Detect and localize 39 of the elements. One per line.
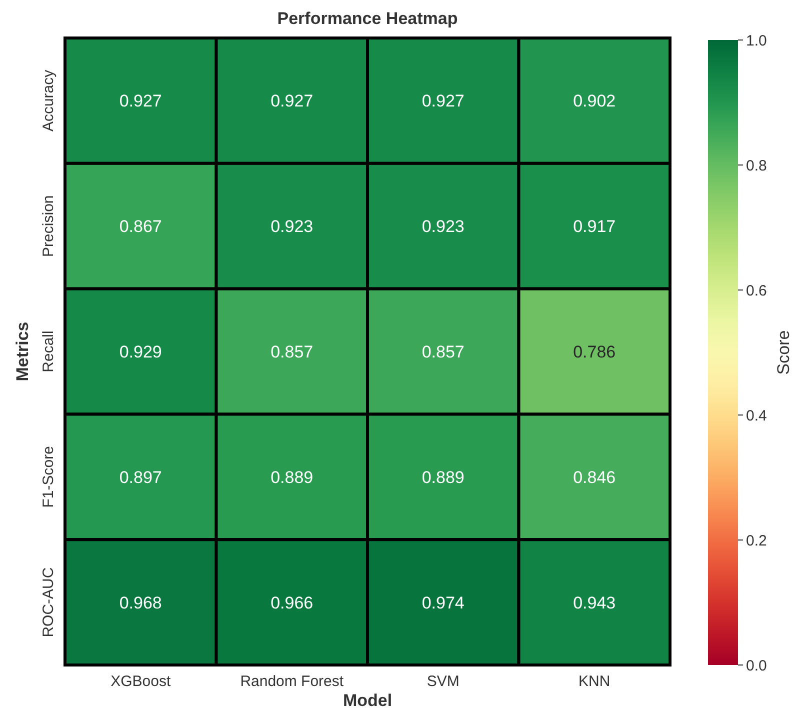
data-label: 0.857 bbox=[270, 342, 314, 362]
data-label: 0.927 bbox=[270, 92, 314, 111]
data-label: 0.966 bbox=[270, 593, 314, 612]
x-tick-label: XGBoost bbox=[110, 673, 172, 690]
color-bar-label: 0.0 bbox=[746, 657, 767, 674]
data-label: 0.857 bbox=[422, 342, 464, 362]
data-label: 0.929 bbox=[119, 342, 162, 362]
color-bar-title: Score bbox=[774, 330, 793, 375]
chart-title: Performance Heatmap bbox=[277, 9, 458, 28]
data-label: 0.917 bbox=[573, 217, 616, 236]
data-label: 0.943 bbox=[573, 593, 616, 612]
y-axis-title: Metrics bbox=[13, 322, 32, 382]
data-label: 0.923 bbox=[270, 217, 314, 236]
color-bar-label: 0.8 bbox=[746, 157, 767, 174]
y-tick-label: ROC-AUC bbox=[40, 567, 57, 638]
data-label: 0.902 bbox=[573, 92, 616, 111]
color-bar-label: 0.6 bbox=[746, 282, 767, 300]
x-axis-title: Model bbox=[342, 691, 392, 710]
color-bar-label: 0.4 bbox=[746, 407, 767, 424]
data-label: 0.927 bbox=[119, 92, 162, 111]
data-label: 0.968 bbox=[119, 593, 162, 612]
data-label: 0.889 bbox=[270, 468, 314, 487]
data-label: 0.846 bbox=[573, 468, 616, 487]
data-label: 0.867 bbox=[119, 217, 162, 236]
y-tick-label: Precision bbox=[40, 195, 57, 257]
y-tick-label: Accuracy bbox=[40, 69, 57, 132]
data-label: 0.927 bbox=[422, 92, 464, 111]
color-bar-label: 0.2 bbox=[746, 532, 767, 550]
y-tick-label: F1-Score bbox=[40, 446, 57, 508]
data-label: 0.923 bbox=[422, 217, 464, 236]
data-label: 0.897 bbox=[119, 468, 162, 487]
data-label: 0.786 bbox=[573, 342, 616, 362]
color-bar-label: 1.0 bbox=[746, 32, 767, 50]
data-label: 0.889 bbox=[422, 468, 464, 487]
data-label: 0.974 bbox=[422, 593, 464, 612]
x-tick-label: Random Forest bbox=[240, 673, 344, 690]
x-tick-label: KNN bbox=[578, 673, 610, 690]
x-tick-label: SVM bbox=[426, 673, 460, 690]
y-tick-label: Recall bbox=[40, 330, 57, 372]
